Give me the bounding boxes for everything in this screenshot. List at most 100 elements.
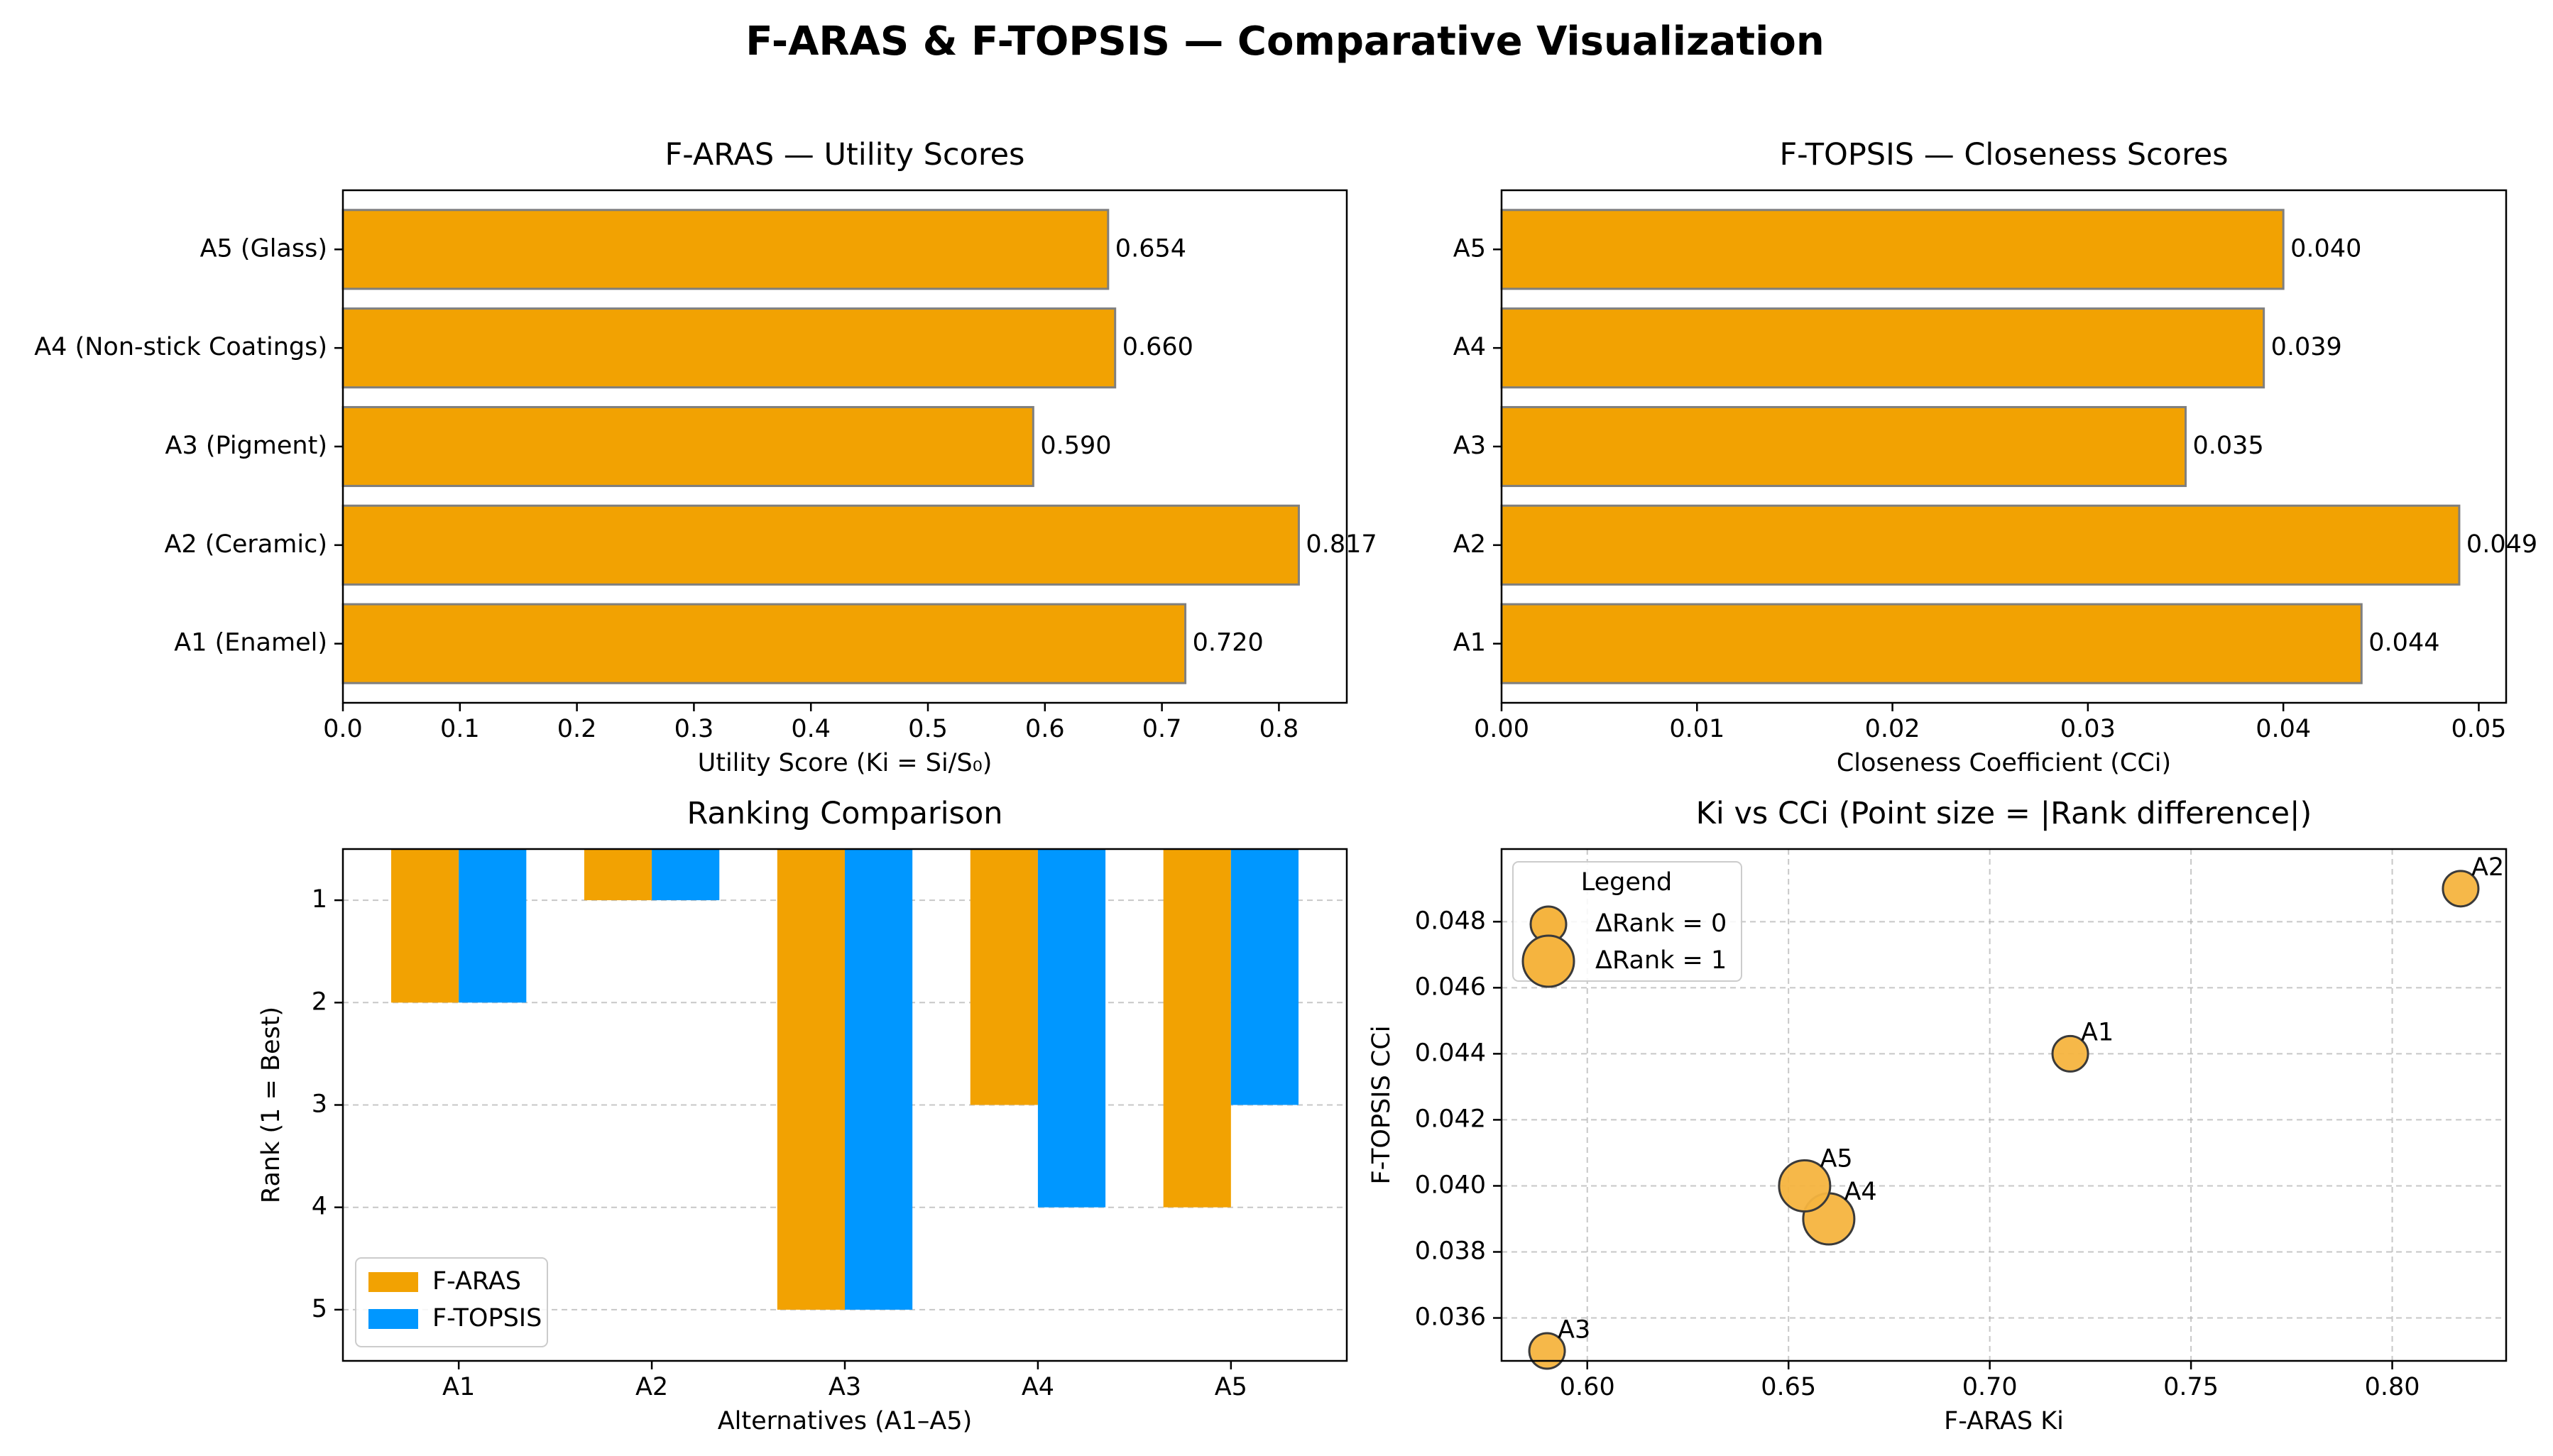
legend-label-f-topsis: F-TOPSIS	[432, 1304, 542, 1332]
bar-value-label: 0.039	[2271, 333, 2342, 361]
x-axis-label: Closeness Coefficient (CCi)	[1837, 749, 2171, 777]
scatter-point-a5	[1778, 1159, 1832, 1213]
x-tick-label: 0.2	[557, 715, 597, 743]
x-tick-label: 0.6	[1025, 715, 1065, 743]
bar-value-label: 0.817	[1306, 530, 1377, 559]
bar-a1	[1500, 603, 2363, 684]
bar-value-label: 0.590	[1040, 432, 1111, 460]
faras-utility-chart: F-ARAS — Utility Scores 0.720 A1 (Enamel) 0…	[34, 137, 1377, 777]
x-tick-label: 0.1	[440, 715, 480, 743]
scatter-point-label: A4	[1844, 1178, 1876, 1206]
bar-a4	[1500, 307, 2265, 389]
bar-f-aras-a3	[777, 849, 845, 1310]
y-tick-label: A4 (Non-stick Coatings)	[34, 333, 327, 361]
chart-title: Ranking Comparison	[687, 796, 1002, 831]
y-tick-label: A3 (Pigment)	[165, 432, 327, 460]
x-tick-label: 0.02	[1865, 715, 1920, 743]
bar-f-aras-a2	[584, 849, 652, 901]
plot-frame	[341, 189, 1348, 704]
legend-label-rank-0: ΔRank = 0	[1595, 909, 1727, 938]
y-tick-label: 0.044	[1415, 1039, 1486, 1067]
x-tick-label: A1	[442, 1373, 475, 1401]
x-tick-label: A4	[1022, 1373, 1054, 1401]
x-tick-label: 0.8	[1259, 715, 1299, 743]
x-tick-label: 0.75	[2163, 1373, 2219, 1401]
y-tick-label: A5 (Glass)	[200, 234, 327, 263]
y-tick-label: A3	[1453, 432, 1486, 460]
bar-value-label: 0.654	[1115, 234, 1186, 263]
bar-f-topsis-a3	[845, 849, 913, 1310]
bar-value-label: 0.049	[2466, 530, 2537, 559]
x-tick-label: 0.00	[1474, 715, 1529, 743]
bar-a2-ceramic	[341, 504, 1300, 586]
y-tick-label: 4	[312, 1193, 327, 1221]
chart-title: Ki vs CCi (Point size = |Rank difference…	[1696, 796, 2312, 831]
x-tick-label: A3	[829, 1373, 861, 1401]
plot-frame	[1500, 189, 2508, 704]
x-tick-label: 0.0	[323, 715, 363, 743]
chart-title: F-ARAS — Utility Scores	[665, 137, 1025, 173]
scatter-point-label: A5	[1820, 1144, 1852, 1173]
ftopsis-closeness-chart: F-TOPSIS — Closeness Scores 0.044 A1 0.049 A…	[1453, 137, 2537, 777]
x-tick-label: 0.7	[1142, 715, 1182, 743]
x-tick-label: 0.5	[908, 715, 948, 743]
y-tick-label: A1	[1453, 629, 1486, 657]
x-tick-label: 0.03	[2060, 715, 2116, 743]
scatter-point-a3	[1528, 1332, 1566, 1370]
y-tick-label: 0.046	[1415, 973, 1486, 1001]
legend: Legend ΔRank = 0 ΔRank = 1	[1512, 861, 1742, 988]
bar-a1-enamel	[341, 603, 1187, 684]
plot-frame	[341, 848, 1348, 1362]
chart-title: F-TOPSIS — Closeness Scores	[1779, 137, 2228, 173]
ki-vs-cci-chart: Ki vs CCi (Point size = |Rank difference…	[1367, 796, 2508, 1435]
bar-f-aras-a5	[1163, 849, 1231, 1208]
legend-swatch-f-aras	[368, 1272, 418, 1292]
bar-f-topsis-a1	[459, 849, 527, 1003]
bar-value-label: 0.035	[2193, 432, 2264, 460]
x-tick-label: 0.05	[2451, 715, 2506, 743]
bar-value-label: 0.720	[1193, 629, 1264, 657]
x-axis-label: F-ARAS Ki	[1944, 1407, 2064, 1435]
y-tick-label: A2 (Ceramic)	[164, 530, 327, 559]
x-tick-label: 0.04	[2256, 715, 2311, 743]
y-tick-label: A1 (Enamel)	[174, 629, 327, 657]
scatter-point-a2	[2442, 870, 2480, 908]
bar-value-label: 0.040	[2290, 234, 2361, 263]
bar-f-aras-a1	[390, 849, 459, 1003]
y-tick-label: 0.038	[1415, 1237, 1486, 1265]
bar-value-label: 0.044	[2368, 629, 2439, 657]
scatter-point-label: A2	[2471, 853, 2504, 882]
y-tick-label: 5	[312, 1295, 327, 1323]
plot-frame	[1500, 848, 2508, 1362]
x-tick-label: 0.80	[2365, 1373, 2420, 1401]
legend-title: Legend	[1581, 868, 1673, 897]
bar-a4-non-stick-coatings	[341, 307, 1117, 389]
x-tick-label: 0.4	[791, 715, 831, 743]
legend-marker-rank-1	[1521, 934, 1575, 988]
ranking-comparison-chart: Ranking Comparison 1 2 3 4 5 A1 A2 A3 A4 A5 Alterna…	[257, 796, 1348, 1435]
bar-value-label: 0.660	[1122, 333, 1193, 361]
y-tick-label: 0.042	[1415, 1105, 1486, 1133]
y-tick-label: 0.040	[1415, 1171, 1486, 1199]
legend: F-ARAS F-TOPSIS	[355, 1257, 548, 1347]
bar-f-aras-a4	[970, 849, 1038, 1105]
bar-a3	[1500, 405, 2187, 488]
y-axis-label: F-TOPSIS CCi	[1367, 1025, 1396, 1184]
bar-f-topsis-a2	[652, 849, 720, 901]
bar-f-topsis-a4	[1037, 849, 1106, 1208]
legend-label-f-aras: F-ARAS	[432, 1267, 521, 1296]
x-tick-label: 0.3	[674, 715, 714, 743]
y-tick-label: 0.048	[1415, 907, 1486, 935]
y-tick-label: 2	[312, 987, 327, 1016]
scatter-point-a1	[2051, 1034, 2089, 1073]
bar-a2	[1500, 504, 2461, 586]
legend-label-rank-1: ΔRank = 1	[1595, 946, 1727, 975]
bar-f-topsis-a5	[1230, 849, 1299, 1105]
bar-a5-glass	[341, 209, 1110, 290]
scatter-point-label: A1	[2081, 1019, 2114, 1047]
bar-a5	[1500, 209, 2285, 290]
figure-title: F-ARAS & F-TOPSIS — Comparative Visualiz…	[745, 18, 1824, 65]
y-axis-label: Rank (1 = Best)	[257, 1007, 285, 1203]
x-tick-label: 0.65	[1761, 1373, 1816, 1401]
